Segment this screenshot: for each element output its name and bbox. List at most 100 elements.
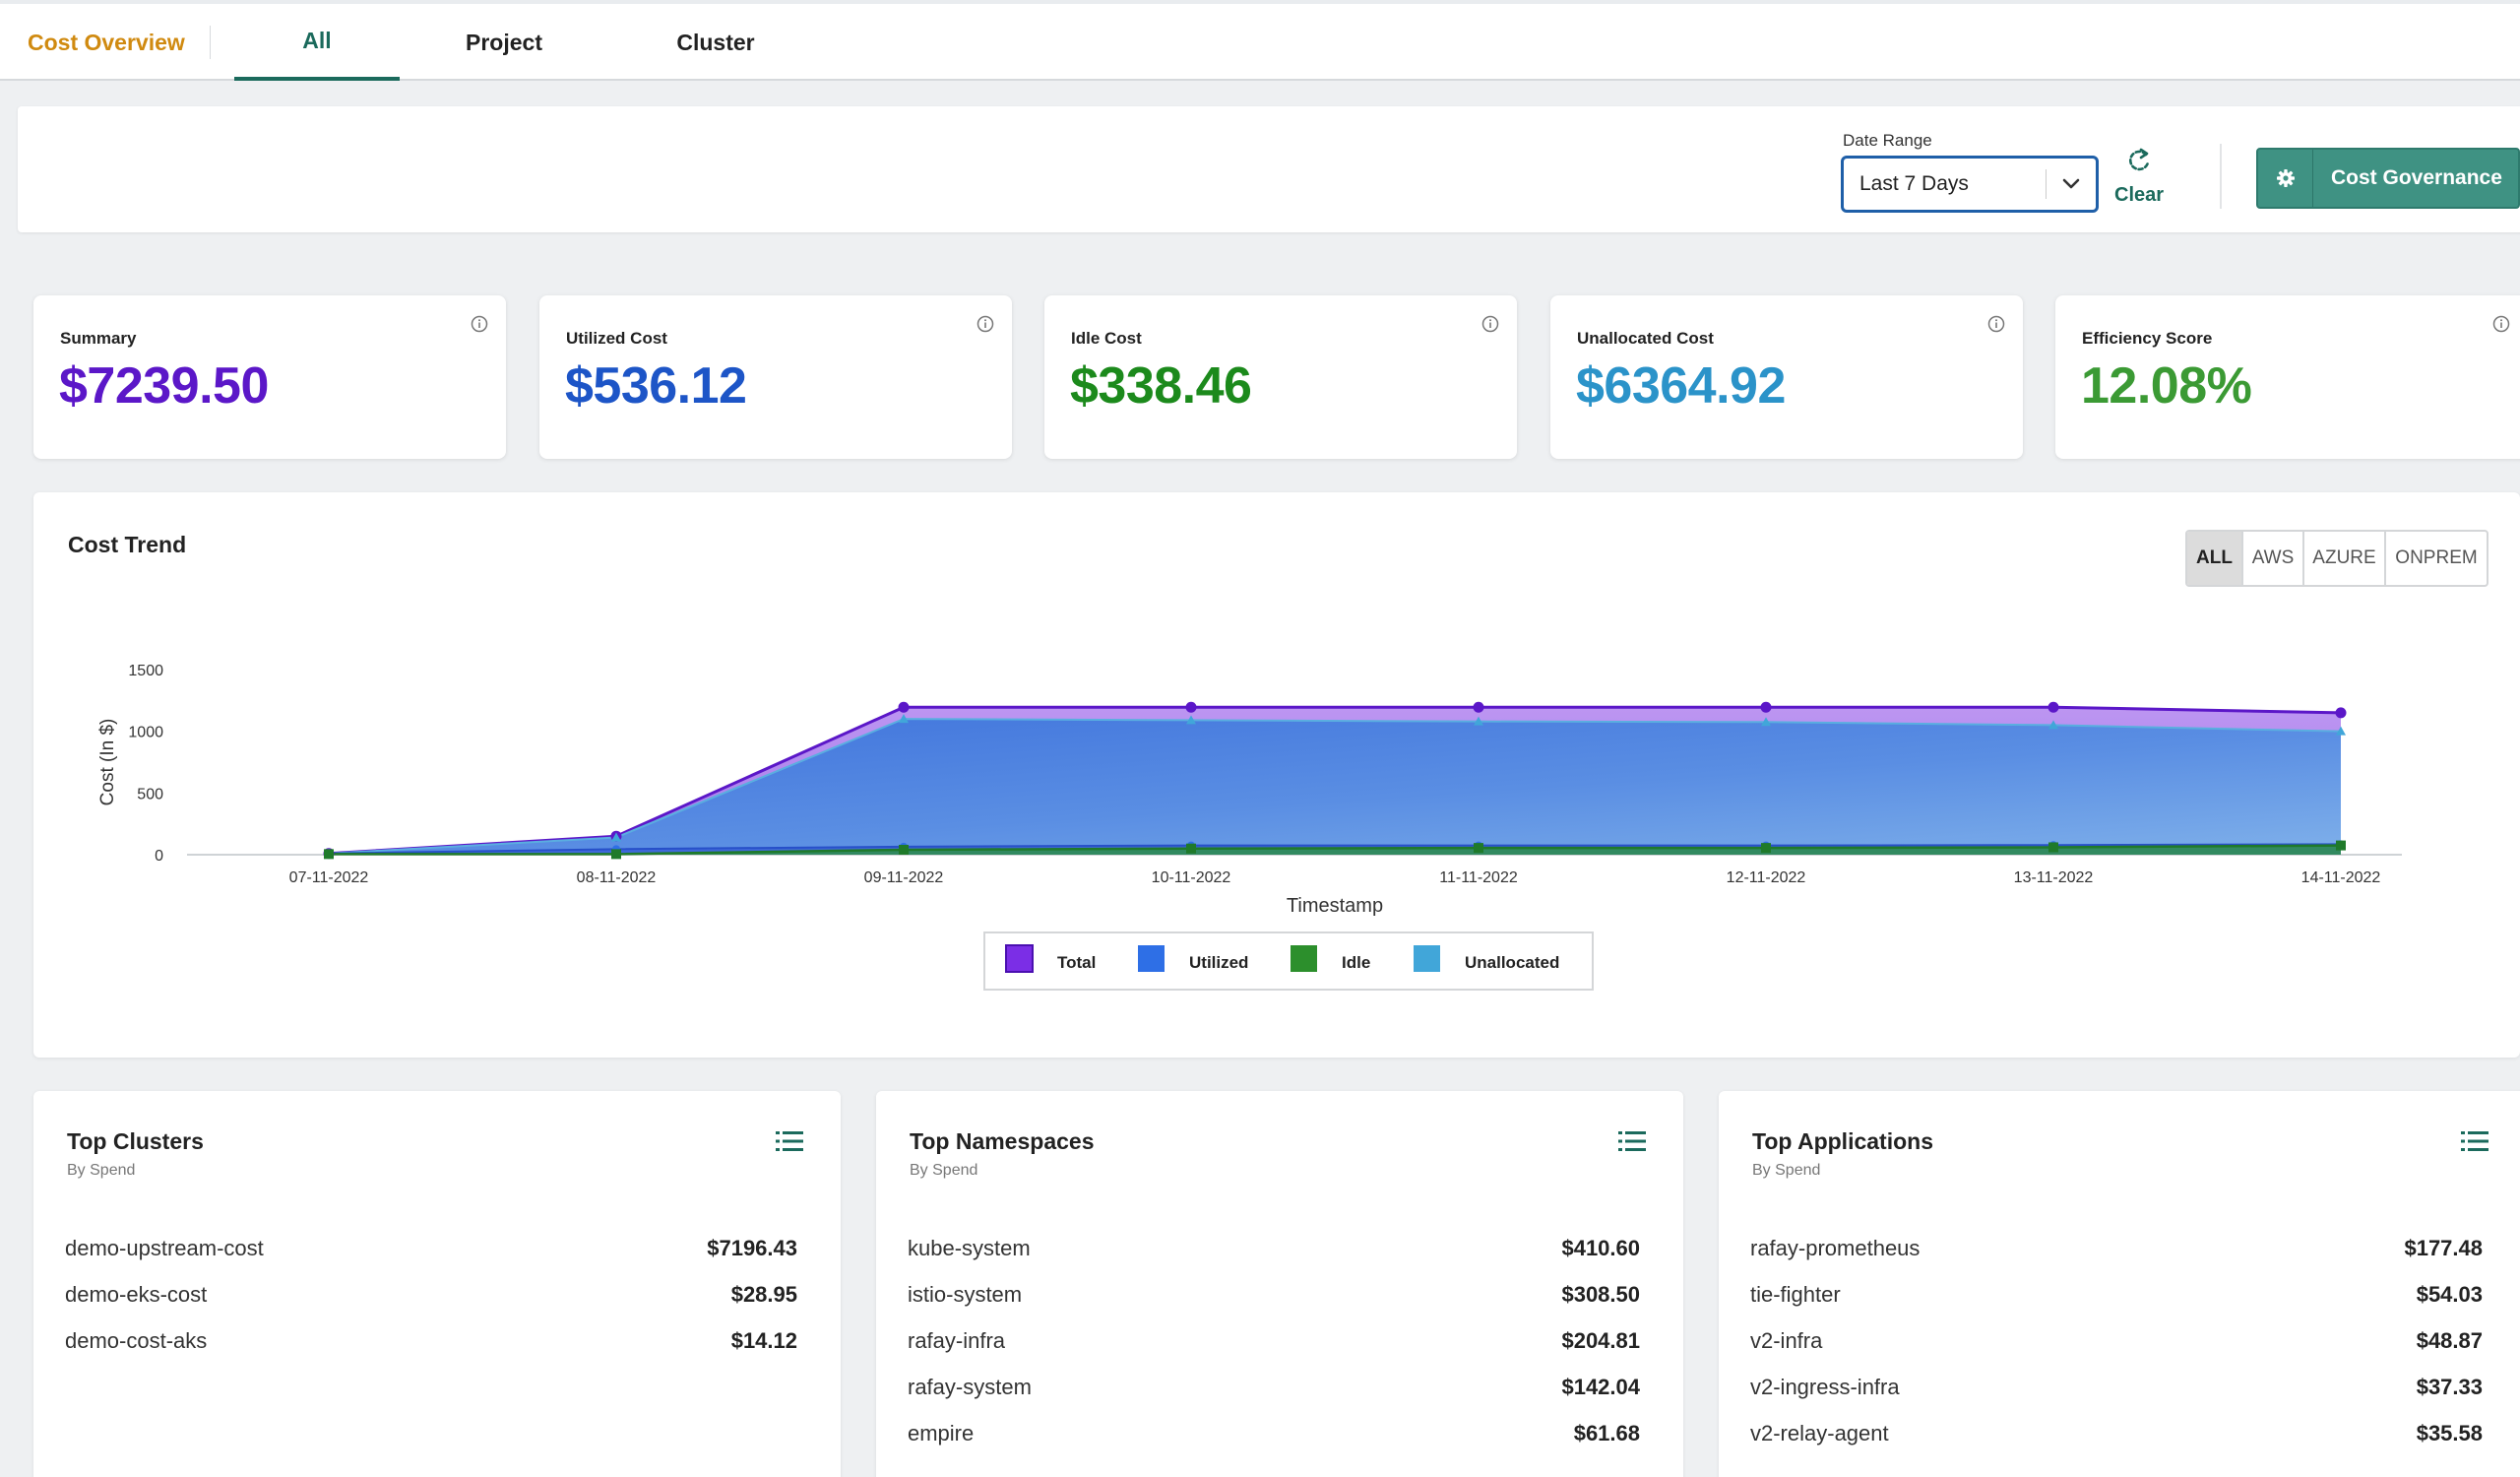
info-icon[interactable] [2492,315,2510,338]
kpi-title: Idle Cost [1071,329,1142,348]
list-title: Top Namespaces [910,1128,1095,1154]
x-tick-label: 08-11-2022 [577,869,657,886]
list-item-amount: $48.87 [2416,1327,2483,1353]
list-subtitle: By Spend [67,1162,136,1179]
legend-swatch [1005,944,1034,973]
list-item[interactable]: demo-eks-cost $28.95 [65,1271,797,1317]
point-idle [1186,843,1196,854]
kpi-value: 12.08% [2081,357,2252,415]
list-subtitle: By Spend [910,1162,978,1179]
chart-data-points [323,701,2347,860]
list-item-name: demo-upstream-cost [65,1235,264,1260]
area-idle [329,845,2341,855]
point-unallocated [611,832,621,842]
point-unallocated [2048,720,2058,730]
list-item-name: rafay-prometheus [1750,1235,1921,1260]
list-item-amount: $410.60 [1561,1235,1640,1260]
gear-icon [2258,150,2313,207]
point-unallocated [1186,715,1196,725]
tab-all[interactable]: All [234,4,400,81]
list-item-name: rafay-system [908,1374,1032,1399]
list-item[interactable]: kube-system $410.60 [908,1225,1640,1271]
legend-label: Unallocated [1465,953,1559,972]
kpi-value: $536.12 [565,357,747,415]
cost-trend-chart: 0 500 1000 1500 Cost (In $) 07-11-2022 08-11-2… [97,663,2402,991]
list-item-amount: $37.33 [2416,1374,2483,1399]
list-item-amount: $177.48 [2404,1235,2483,1260]
kpi-title: Efficiency Score [2082,329,2213,348]
select-divider [2046,169,2047,199]
point-unallocated [899,714,909,724]
kpi-title: Utilized Cost [566,329,667,348]
cost-governance-button[interactable]: Cost Governance [2256,148,2520,209]
list-rows: demo-upstream-cost $7196.43 demo-eks-cost $… [65,1225,797,1364]
point-total [898,701,910,713]
info-icon[interactable] [1987,315,2005,338]
info-icon[interactable] [1481,315,1499,338]
list-item[interactable]: v2-infra $48.87 [1750,1317,2483,1364]
filter-bar [18,106,2520,232]
kpi-title: Summary [60,329,137,348]
info-icon[interactable] [976,315,994,338]
tab-project[interactable]: Project [466,29,542,55]
list-rows: kube-system $410.60 istio-system $308.50 raf… [908,1225,1640,1456]
date-range-select[interactable]: Last 7 Days [1841,156,2099,213]
kpi-value: $6364.92 [1576,357,1786,415]
point-idle [611,849,621,860]
cloud-filter-onprem[interactable]: ONPREM [2395,547,2478,568]
cloud-filter-all[interactable]: ALL [2187,532,2243,585]
list-item-name: tie-fighter [1750,1281,1841,1307]
list-item-name: rafay-infra [908,1327,1006,1353]
cloud-filter-group: ALL AWS AZURE ONPREM [2185,530,2488,587]
x-axis-title: Timestamp [1287,895,1383,917]
cloud-filter-azure[interactable]: AZURE [2304,532,2386,585]
info-icon[interactable] [471,315,488,338]
list-title: Top Applications [1752,1128,1933,1154]
list-item[interactable]: tie-fighter $54.03 [1750,1271,2483,1317]
refresh-icon [2124,146,2154,180]
top-nav: Cost Overview All Project Cluster [0,0,2520,81]
point-total [2048,701,2059,713]
list-item[interactable]: demo-upstream-cost $7196.43 [65,1225,797,1271]
clear-button[interactable]: Clear [2114,146,2164,207]
cloud-filter-aws[interactable]: AWS [2243,532,2304,585]
list-item[interactable]: empire $61.68 [908,1410,1640,1456]
legend-label: Idle [1342,953,1370,972]
list-item-name: kube-system [908,1235,1031,1260]
list-item[interactable]: rafay-system $142.04 [908,1364,1640,1410]
list-item[interactable]: demo-cost-aks $14.12 [65,1317,797,1364]
kpi-card-unallocated-cost: Unallocated Cost $6364.92 [1550,295,2023,459]
y-tick-label: 0 [155,848,163,865]
point-unallocated [2336,726,2346,736]
nav-brand-cost-overview[interactable]: Cost Overview [28,29,185,55]
kpi-card-utilized-cost: Utilized Cost $536.12 [539,295,1012,459]
list-item[interactable]: rafay-prometheus $177.48 [1750,1225,2483,1271]
nav-divider [210,26,211,59]
list-item[interactable]: istio-system $308.50 [908,1271,1640,1317]
tab-cluster[interactable]: Cluster [676,29,755,55]
x-tick-label: 13-11-2022 [2014,869,2094,886]
list-item[interactable]: v2-ingress-infra $37.33 [1750,1364,2483,1410]
list-item-amount: $204.81 [1561,1327,1640,1353]
point-total [1760,701,1772,713]
chevron-down-icon[interactable] [2047,159,2096,210]
x-tick-label: 11-11-2022 [1439,869,1518,886]
list-item[interactable]: rafay-infra $204.81 [908,1317,1640,1364]
kpi-card-summary: Summary $7239.50 [33,295,506,459]
y-tick-label: 500 [137,786,163,803]
list-view-icon[interactable] [1618,1130,1646,1157]
line-unallocated [328,718,2342,855]
top-applications-card: Top Applications By Spend rafay-promethe… [1719,1091,2520,1477]
list-item[interactable]: v2-relay-agent $35.58 [1750,1410,2483,1456]
chart-axes: 0 500 1000 1500 Cost (In $) 07-11-2022 08-11-2… [97,663,2380,917]
list-view-icon[interactable] [2461,1130,2488,1157]
line-idle [329,844,2342,856]
point-idle [2048,842,2058,853]
list-item-amount: $14.12 [730,1327,797,1353]
cost-trend-title: Cost Trend [68,532,187,557]
list-view-icon[interactable] [776,1130,803,1157]
list-item-name: v2-infra [1750,1327,1823,1353]
kpi-title: Unallocated Cost [1577,329,1714,348]
point-idle [1761,843,1771,854]
list-item-amount: $7196.43 [707,1235,797,1260]
